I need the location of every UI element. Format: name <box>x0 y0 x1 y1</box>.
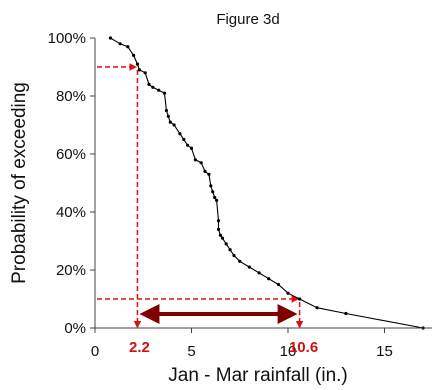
data-point <box>267 277 271 281</box>
y-tick-label: 60% <box>56 146 86 163</box>
data-point <box>315 306 319 310</box>
data-point <box>247 265 251 269</box>
data-point <box>216 227 221 231</box>
axes <box>94 38 432 329</box>
marker-value-label: 10.6 <box>289 339 318 356</box>
y-tick-label: 100% <box>48 30 86 47</box>
tick-marks: 0% 20% 40% 60% 80% 100% 0 5 10 15 <box>48 30 393 360</box>
data-point <box>108 36 112 40</box>
data-point <box>147 82 151 86</box>
x-tick-label: 5 <box>187 343 195 360</box>
data-point <box>216 219 221 223</box>
data-point <box>257 271 261 275</box>
data-point <box>211 190 215 194</box>
data-point <box>172 123 176 127</box>
data-point <box>143 71 147 75</box>
data-point <box>209 184 213 188</box>
data-point <box>168 120 172 124</box>
y-tick-label: 0% <box>64 320 86 337</box>
y-axis-title: Probability of exceeding <box>9 82 30 284</box>
data-point <box>189 146 194 150</box>
data-point <box>193 158 197 162</box>
data-point <box>224 242 228 246</box>
data-point <box>218 233 222 237</box>
data-point <box>215 198 219 202</box>
data-point <box>298 297 302 301</box>
data-point <box>199 161 203 165</box>
series-line <box>110 37 424 329</box>
data-point <box>238 259 242 263</box>
data-series <box>108 36 425 330</box>
y-tick-label: 40% <box>56 204 86 221</box>
data-point <box>166 114 170 118</box>
data-point <box>126 45 130 49</box>
data-point <box>178 132 182 136</box>
x-tick-label: 15 <box>376 343 393 360</box>
data-point <box>344 311 348 316</box>
data-point <box>182 137 186 142</box>
data-point <box>118 42 122 46</box>
x-tick-label: 0 <box>91 343 99 360</box>
y-tick-label: 20% <box>56 262 86 279</box>
x-axis-title: Jan - Mar rainfall (in.) <box>168 365 348 386</box>
data-point <box>213 195 217 200</box>
data-point <box>157 88 161 92</box>
x-tick-label: 10 <box>280 343 297 360</box>
data-point <box>220 236 224 240</box>
data-point <box>286 291 290 295</box>
data-point <box>151 85 155 89</box>
data-point <box>132 53 136 58</box>
y-tick-label: 80% <box>56 88 86 105</box>
data-point <box>276 282 280 287</box>
annotation-labels: 2.2 10.6 <box>129 339 318 356</box>
data-point <box>232 253 236 258</box>
data-point <box>207 172 211 176</box>
marker-value-label: 2.2 <box>129 339 150 356</box>
annotation-guides <box>97 63 304 329</box>
data-point <box>203 169 207 173</box>
data-point <box>137 68 141 72</box>
data-point <box>162 91 167 95</box>
chart-title: Figure 3d <box>216 11 279 28</box>
data-point <box>228 248 232 252</box>
data-point <box>186 143 190 147</box>
data-point <box>135 62 140 66</box>
data-point <box>164 108 168 113</box>
